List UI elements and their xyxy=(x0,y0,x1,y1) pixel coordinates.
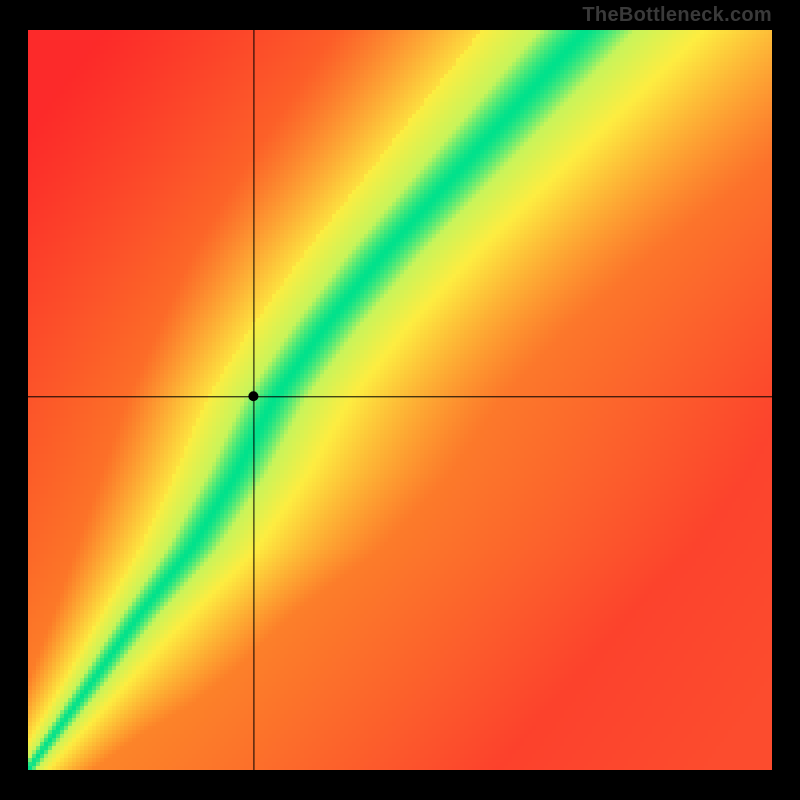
heatmap-canvas xyxy=(28,30,772,770)
watermark-text: TheBottleneck.com xyxy=(582,4,772,27)
bottleneck-heatmap xyxy=(28,30,772,770)
